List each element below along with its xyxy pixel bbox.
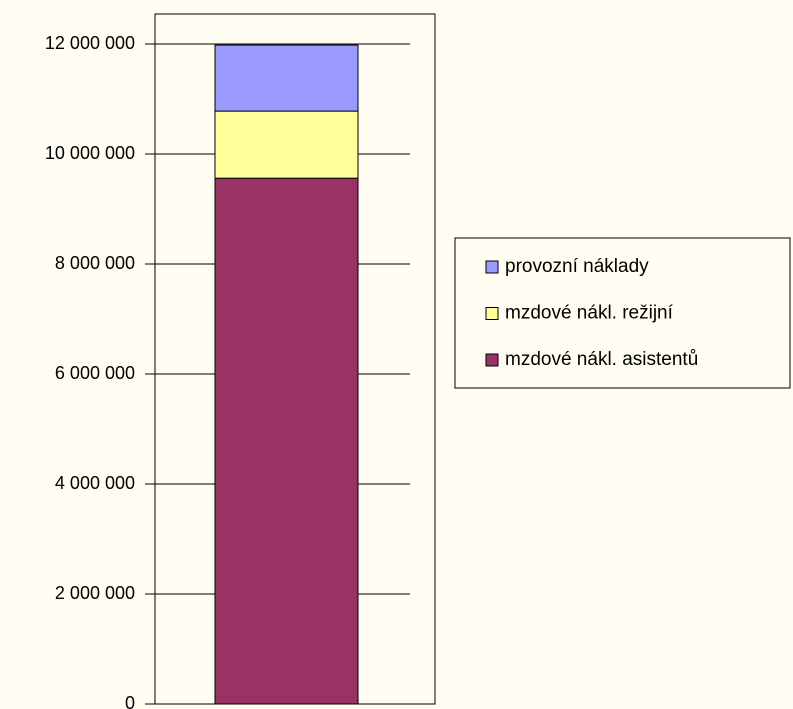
bar-segment [214,110,359,179]
y-tick-label: 4 000 000 [55,473,135,493]
y-tick-label: 6 000 000 [55,363,135,383]
legend-label: provozní náklady [505,256,649,277]
y-tick-label: 8 000 000 [55,253,135,273]
y-tick-label: 12 000 000 [45,33,135,53]
y-tick-label: 0 [125,693,135,709]
legend-label: mzdové nákl. asistentů [505,349,698,370]
legend-swatch [485,353,499,367]
legend-swatch [485,307,499,320]
legend-swatch [485,260,499,274]
legend-box [454,237,791,389]
bar-segment [214,44,359,112]
y-tick-label: 2 000 000 [55,583,135,603]
y-tick-label: 10 000 000 [45,143,135,163]
legend-label: mzdové nákl. režijní [505,303,674,324]
bar-segment [214,177,359,705]
